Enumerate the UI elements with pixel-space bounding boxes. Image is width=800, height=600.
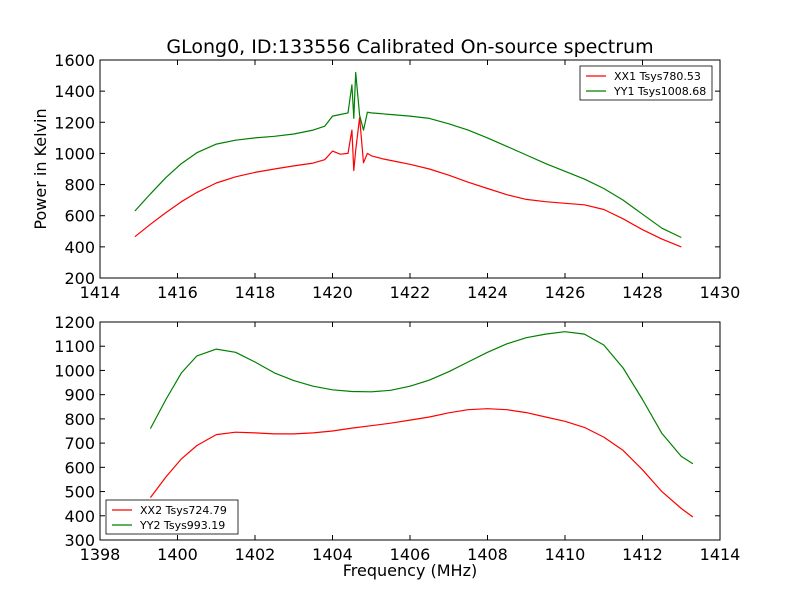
legend-entry: XX1 Tsys780.53 <box>614 70 701 83</box>
series-line-1-2 <box>134 71 682 239</box>
x-tick-label: 1430 <box>700 283 741 302</box>
x-tick-label: 1400 <box>157 545 198 564</box>
legend-entry: XX2 Tsys724.79 <box>140 504 227 517</box>
x-tick-label: 1404 <box>312 545 353 564</box>
x-tick-label: 1412 <box>622 545 663 564</box>
y-tick-label: 600 <box>64 207 95 226</box>
y-tick-label: 1600 <box>54 51 95 70</box>
x-tick-label: 1406 <box>390 545 431 564</box>
legend-box <box>579 65 713 101</box>
x-tick-label: 1414 <box>80 283 121 302</box>
y-tick-label: 800 <box>64 176 95 195</box>
y-tick-label: 1200 <box>54 113 95 132</box>
y-tick-label: 200 <box>64 269 95 288</box>
x-tick-label: 1418 <box>235 283 276 302</box>
x-tick-label: 1410 <box>545 545 586 564</box>
y-tick-label: 300 <box>64 531 95 550</box>
y-tick-label: 400 <box>64 507 95 526</box>
x-tick-label: 1420 <box>312 283 353 302</box>
chart-title: GLong0, ID:133556 Calibrated On-source s… <box>166 36 653 58</box>
x-tick-label: 1402 <box>235 545 276 564</box>
x-tick-label: 1398 <box>80 545 121 564</box>
x-tick-label: 1422 <box>390 283 431 302</box>
bottom-plot: 1398 1400 1402 1404 1406 1408 1410 1412 1414 300 4… <box>54 313 740 564</box>
y-tick-label: 1200 <box>54 313 95 332</box>
legend-entry: YY2 Tsys993.19 <box>139 519 225 532</box>
legend-entry: YY1 Tsys1008.68 <box>613 85 706 98</box>
top-plot: 1414 1416 1418 1420 1422 1424 1426 1428 1430 200 4… <box>54 51 740 302</box>
y-tick-label: 1400 <box>54 82 95 101</box>
y-tick-label: 1100 <box>54 337 95 356</box>
legend-box <box>105 499 239 535</box>
legend: XX1 Tsys780.53 YY1 Tsys1008.68 <box>579 65 713 101</box>
y-tick-label: 500 <box>64 483 95 502</box>
x-tick-label: 1428 <box>622 283 663 302</box>
y-axis-label: Power in Kelvin <box>31 108 50 229</box>
x-axis-label: Frequency (MHz) <box>343 561 477 580</box>
y-tick-label: 1000 <box>54 144 95 163</box>
series-line-2-1 <box>149 408 694 518</box>
x-tick-label: 1416 <box>157 283 198 302</box>
legend: XX2 Tsys724.79 YY2 Tsys993.19 <box>105 499 239 535</box>
y-tick-label: 600 <box>64 458 95 477</box>
x-tick-label: 1424 <box>467 283 508 302</box>
y-tick-label: 1000 <box>54 361 95 380</box>
series-line-1-1 <box>134 116 682 248</box>
x-tick-label: 1408 <box>467 545 508 564</box>
y-tick-label: 700 <box>64 434 95 453</box>
y-tick-label: 400 <box>64 238 95 257</box>
y-tick-label: 800 <box>64 410 95 429</box>
series-line-2-2 <box>149 331 694 465</box>
y-tick-label: 900 <box>64 386 95 405</box>
x-tick-label: 1426 <box>545 283 586 302</box>
x-tick-label: 1414 <box>700 545 741 564</box>
